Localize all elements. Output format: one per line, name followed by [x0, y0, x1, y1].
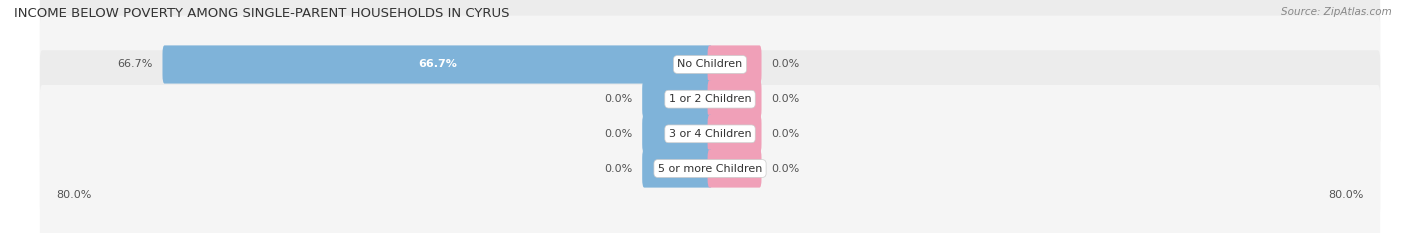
Text: 0.0%: 0.0% — [605, 129, 633, 139]
Text: 66.7%: 66.7% — [117, 59, 153, 69]
Text: 0.0%: 0.0% — [772, 164, 800, 174]
FancyBboxPatch shape — [39, 85, 1381, 233]
Text: Source: ZipAtlas.com: Source: ZipAtlas.com — [1281, 7, 1392, 17]
FancyBboxPatch shape — [707, 115, 762, 153]
Text: 80.0%: 80.0% — [1329, 190, 1364, 200]
Text: 0.0%: 0.0% — [772, 59, 800, 69]
FancyBboxPatch shape — [707, 149, 762, 188]
Text: No Children: No Children — [678, 59, 742, 69]
Text: 0.0%: 0.0% — [605, 164, 633, 174]
Text: 0.0%: 0.0% — [605, 94, 633, 104]
FancyBboxPatch shape — [707, 45, 762, 84]
Text: 66.7%: 66.7% — [418, 59, 457, 69]
Text: 3 or 4 Children: 3 or 4 Children — [669, 129, 751, 139]
FancyBboxPatch shape — [643, 80, 713, 118]
Text: INCOME BELOW POVERTY AMONG SINGLE-PARENT HOUSEHOLDS IN CYRUS: INCOME BELOW POVERTY AMONG SINGLE-PARENT… — [14, 7, 509, 20]
Text: 5 or more Children: 5 or more Children — [658, 164, 762, 174]
FancyBboxPatch shape — [707, 80, 762, 118]
FancyBboxPatch shape — [39, 0, 1381, 148]
FancyBboxPatch shape — [643, 149, 713, 188]
FancyBboxPatch shape — [39, 50, 1381, 217]
Text: 80.0%: 80.0% — [56, 190, 91, 200]
Text: 0.0%: 0.0% — [772, 94, 800, 104]
FancyBboxPatch shape — [39, 16, 1381, 183]
Text: 0.0%: 0.0% — [772, 129, 800, 139]
FancyBboxPatch shape — [643, 115, 713, 153]
FancyBboxPatch shape — [163, 45, 713, 84]
Text: 1 or 2 Children: 1 or 2 Children — [669, 94, 751, 104]
